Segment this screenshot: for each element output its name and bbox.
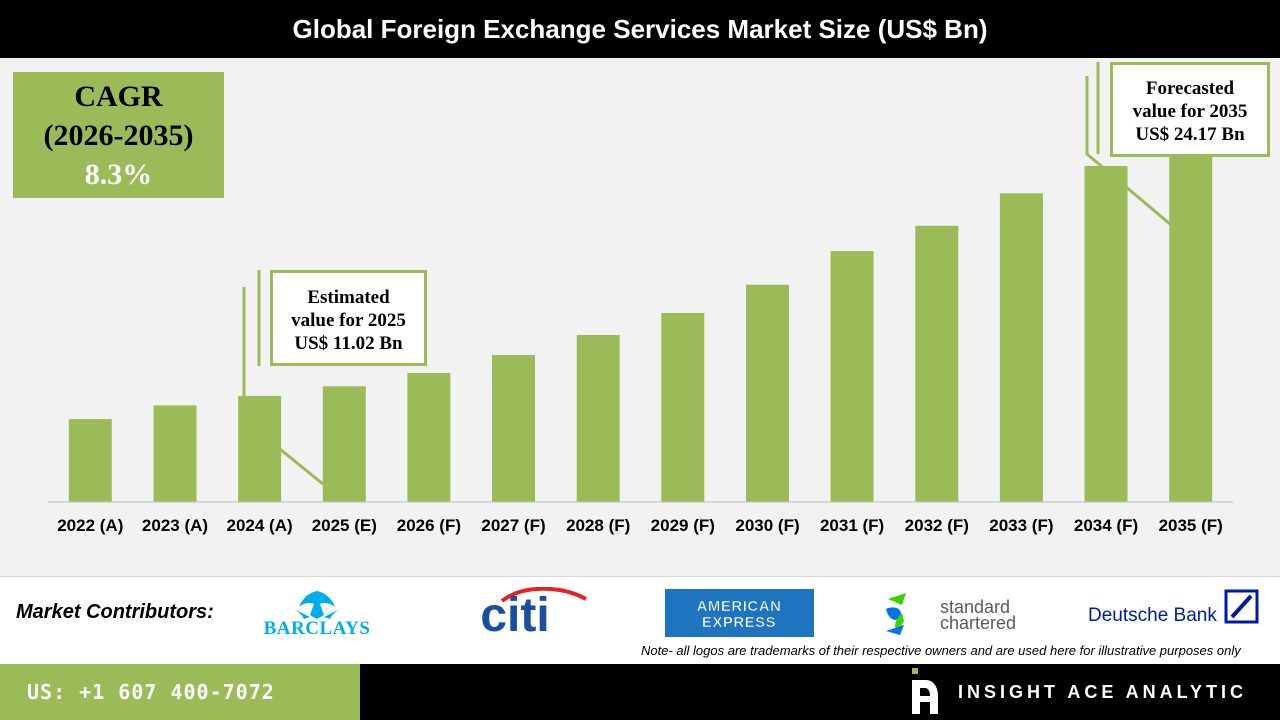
bar-2026 [407, 372, 451, 503]
x-tick-label: 2025 (E) [312, 516, 377, 535]
bar-chart: 2022 (A) 2023 (A) 2024 (A) 2025 (E) 2026 (F)… [48, 62, 1233, 535]
bar-2023 [153, 405, 197, 502]
insight-ace-logo-icon [912, 668, 938, 714]
cagr-period: (2026-2035) [43, 119, 194, 152]
x-tick-label: 2035 (F) [1159, 516, 1223, 535]
callout-2025-leader [242, 345, 324, 486]
bar-2025 [322, 386, 366, 502]
trademark-note: Note- all logos are trademarks of their … [641, 643, 1241, 658]
contributors-label: Market Contributors: [16, 601, 214, 623]
barclays-wordmark: BARCLAYS [264, 618, 371, 637]
barclays-logo: BARCLAYS [264, 591, 371, 637]
x-tick-label: 2030 (F) [735, 516, 799, 535]
x-tick-label: 2023 (A) [142, 516, 208, 535]
amex-bottom-word: EXPRESS [702, 614, 776, 631]
bar-2035 [1169, 113, 1213, 502]
x-tick-label: 2024 (A) [227, 516, 293, 535]
brand-footer: INSIGHT ACE ANALYTIC [360, 664, 1280, 720]
bar-2029 [661, 313, 705, 502]
citi-arc-icon [500, 587, 587, 603]
sc-top-word: standard [940, 597, 1010, 617]
x-tick-label: 2028 (F) [566, 516, 630, 535]
cagr-value: 8.3% [84, 158, 153, 191]
x-tick-label: 2032 (F) [905, 516, 969, 535]
sc-bottom-word: chartered [940, 613, 1016, 633]
callout-2025-line3: US$ 11.02 Bn [294, 333, 403, 354]
amex-top-word: AMERICAN [697, 598, 782, 615]
estimated-value-callout: Estimated value for 2025 US$ 11.02 Bn [270, 270, 427, 366]
bar-2034 [1084, 166, 1128, 502]
citi-wordmark: citi [480, 589, 549, 635]
x-tick-label: 2031 (F) [820, 516, 884, 535]
forecasted-value-callout: Forecasted value for 2035 US$ 24.17 Bn [1110, 62, 1270, 157]
callout-2035-line1: Forecasted [1145, 78, 1235, 99]
bar-2027 [492, 355, 535, 502]
barclays-eagle-icon [294, 591, 340, 619]
x-tick-label: 2034 (F) [1074, 516, 1138, 535]
x-tick-label: 2033 (F) [989, 516, 1053, 535]
cagr-label: CAGR [74, 80, 163, 113]
x-tick-label: 2026 (F) [397, 516, 461, 535]
bar-2033 [999, 193, 1043, 503]
citi-logo: citi [480, 587, 587, 635]
x-tick-label: 2027 (F) [481, 516, 545, 535]
x-tick-label: 2022 (A) [57, 516, 123, 535]
standard-chartered-ribbon-icon [886, 593, 906, 635]
db-wordmark: Deutsche Bank [1088, 605, 1217, 626]
callout-2035-line3: US$ 24.17 Bn [1135, 124, 1245, 145]
callout-2025-line1: Estimated [307, 287, 390, 308]
callout-2025-line2: value for 2025 [291, 310, 406, 331]
bar-2030 [746, 284, 789, 502]
cagr-box: CAGR (2026-2035) 8.3% [13, 72, 224, 198]
brand-name: INSIGHT ACE ANALYTIC [958, 682, 1248, 702]
callout-2035-line2: value for 2035 [1132, 101, 1248, 122]
standard-chartered-logo: standard chartered [886, 593, 1016, 635]
callout-2035-leader [1085, 76, 1171, 226]
american-express-logo: AMERICAN EXPRESS [665, 589, 814, 637]
deutsche-bank-slash-box-icon [1224, 589, 1259, 624]
bar-2032 [915, 225, 959, 503]
chart-title: Global Foreign Exchange Services Market … [0, 0, 1280, 58]
deutsche-bank-logo: Deutsche Bank [1088, 589, 1259, 626]
phone-contact: US: +1 607 400-7072 [0, 664, 360, 720]
bar-2028 [576, 335, 620, 502]
bar-2031 [830, 251, 874, 502]
bar-2022 [68, 419, 112, 503]
chart-panel: 2022 (A) 2023 (A) 2024 (A) 2025 (E) 2026 (F)… [0, 58, 1280, 576]
x-tick-label: 2029 (F) [651, 516, 715, 535]
market-contributors: Market Contributors: BARCLAYS citi AMERI… [0, 576, 1280, 664]
